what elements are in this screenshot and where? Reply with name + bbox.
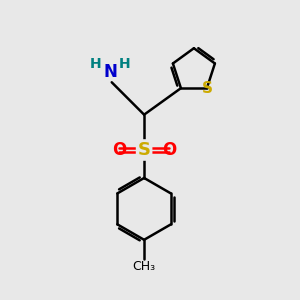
Text: S: S: [201, 81, 212, 96]
Text: O: O: [162, 141, 176, 159]
Text: CH₃: CH₃: [133, 260, 156, 273]
Text: O: O: [112, 141, 126, 159]
Text: H: H: [90, 57, 101, 71]
Text: S: S: [138, 141, 151, 159]
Text: N: N: [103, 63, 117, 81]
Text: H: H: [119, 57, 131, 71]
